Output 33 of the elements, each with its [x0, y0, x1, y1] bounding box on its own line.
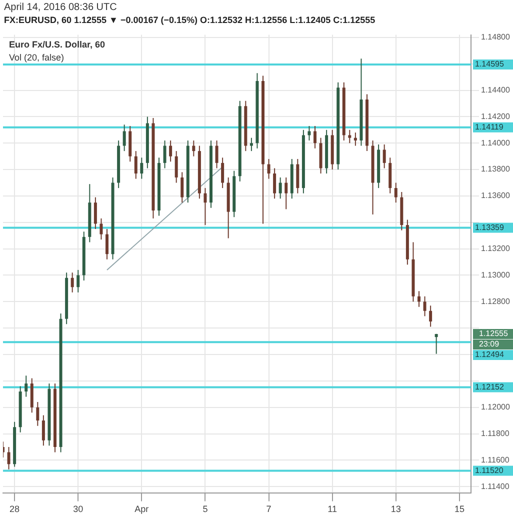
y-tick-label: 1.12000	[481, 402, 510, 412]
ref-line-label: 1.12494	[475, 350, 504, 360]
y-tick-label: 1.13000	[481, 270, 510, 280]
x-tick-label: 7	[266, 504, 272, 514]
ref-line-label: 1.11520	[475, 466, 504, 475]
x-tick-label: 13	[390, 504, 401, 514]
y-tick-label: 1.13800	[481, 164, 510, 174]
y-tick-label: 1.12800	[481, 296, 510, 306]
y-tick-label: 1.14000	[481, 138, 510, 148]
y-tick-label: 1.11800	[481, 428, 510, 438]
y-tick-label: 1.13200	[481, 244, 510, 254]
chart-title: April 14, 2016 08:36 UTC	[3, 1, 118, 15]
x-tick-label: 28	[10, 504, 20, 514]
x-tick-label: 5	[202, 504, 208, 514]
ref-line-label: 1.14119	[475, 122, 504, 132]
text: 1.12555	[479, 329, 508, 338]
x-tick-label: Apr	[134, 504, 149, 514]
x-tick-label: 30	[73, 504, 84, 514]
y-tick-label: 1.14200	[481, 112, 510, 121]
ref-line-label: 1.13359	[475, 223, 504, 232]
ref-line-label: 1.14595	[475, 60, 504, 69]
ref-line-label: 1.12152	[475, 382, 504, 392]
x-tick-label: 11	[328, 504, 338, 514]
x-tick-label: 15	[454, 504, 464, 514]
annotation: Euro Fx/U.S. Dollar, 60	[9, 39, 106, 50]
y-tick-label: 1.14800	[481, 32, 510, 42]
y-tick-label: 1.13600	[481, 191, 510, 200]
annotation: Vol (20, false)	[9, 52, 64, 62]
text: 23:09	[479, 340, 500, 349]
chart-subtitle: FX:EURUSD, 60 1.12555 ▼ −0.00167 (−0.15%) O:1.12532 H:1.12556 L:1.12405 C:1.12555	[3, 15, 376, 27]
y-tick-label: 1.11400	[481, 482, 510, 491]
y-tick-label: 1.11600	[481, 455, 510, 464]
y-tick-label: 1.14400	[481, 85, 510, 94]
